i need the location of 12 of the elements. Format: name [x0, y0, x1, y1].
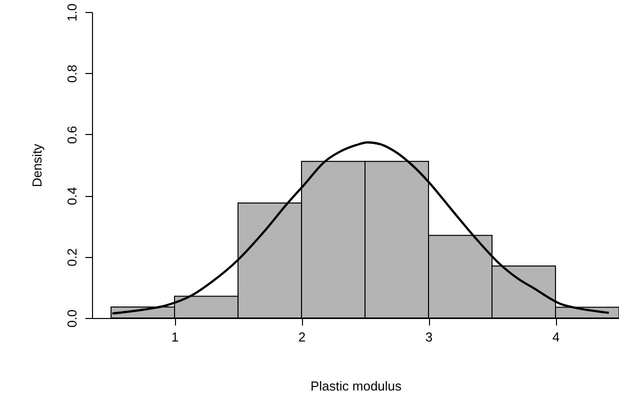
y-tick-label: 0.6	[64, 126, 80, 144]
y-tick-label: 0.4	[64, 187, 80, 206]
y-tick-label: 0.0	[64, 309, 80, 328]
y-axis-title: Density	[30, 143, 44, 188]
x-tick-label: 2	[298, 330, 306, 344]
x-tick-label: 1	[171, 330, 179, 344]
y-tick-label: 0.2	[64, 248, 80, 266]
y-tick-label: 0.8	[64, 64, 80, 83]
y-tick-label: 1.0	[64, 3, 80, 22]
x-tick-label: 3	[425, 330, 433, 344]
x-axis-title: Plastic modulus	[310, 378, 402, 394]
x-tick-label: 4	[552, 330, 560, 344]
